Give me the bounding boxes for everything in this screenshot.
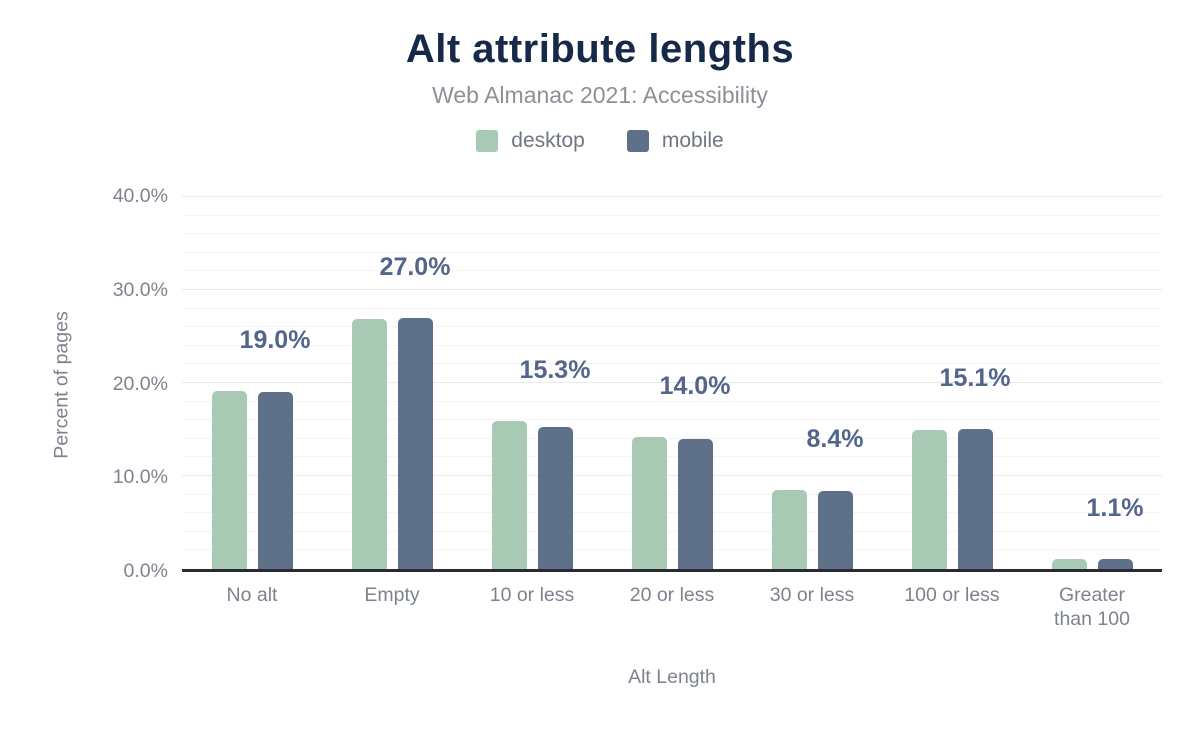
gridline-minor [182,344,1162,346]
x-axis-labels: No alt Empty 10 or less 20 or less 30 or les… [182,572,1162,632]
x-label-4: 20 or less [602,584,742,632]
gridline-minor [182,233,1162,235]
gridline-minor [182,512,1162,514]
x-label-text: Empty [364,584,420,606]
bar-group-3: 15.3% [462,197,602,569]
bar-mobile [257,392,293,569]
data-label-3: 15.3% [519,356,591,385]
gridline-minor [182,493,1162,495]
gridline-minor [182,437,1162,439]
bar-group-4: 14.0% [602,197,742,569]
legend-swatch-desktop [476,130,499,152]
bar-group-7: 1.1% [1022,197,1162,569]
chart-subtitle: Web Almanac 2021: Accessibility [432,82,768,108]
bar-group-1: 19.0% [182,197,322,569]
gridline-major-20 [182,382,1162,383]
x-label-text: 30 or less [769,584,855,606]
bar-mobile [1097,558,1133,569]
bar-desktop [491,421,527,569]
bar-desktop [351,318,387,569]
y-axis-title-cell: Percent of pages [38,197,86,572]
y-tick-40: 40.0% [112,185,168,207]
legend-label-desktop: desktop [511,129,585,152]
gridline-minor [182,456,1162,458]
x-label-text: 20 or less [629,584,715,606]
gridline-major-30 [182,289,1162,290]
gridline-minor [182,270,1162,272]
legend: desktop mobile [38,129,1162,153]
gridline-minor [182,400,1162,402]
x-label-text: 100 or less [904,584,1000,606]
bar-desktop [211,391,247,569]
gridline-major-40 [182,196,1162,197]
bar-group-6: 15.1% [882,197,1022,569]
y-tick-10: 10.0% [112,466,168,489]
gridline-minor [182,419,1162,421]
bar-mobile [677,438,713,569]
x-label-1: No alt [182,584,322,632]
y-tick-0: 0.0% [123,560,168,582]
x-label-3: 10 or less [462,584,602,632]
data-label-2: 27.0% [379,252,451,281]
y-tick-30: 30.0% [112,278,168,301]
bar-desktop [771,489,807,569]
y-tick-20: 20.0% [112,372,168,395]
x-label-text: 10 or less [489,584,575,606]
bar-desktop [1051,558,1087,569]
gridline-minor [182,251,1162,253]
x-label-7: Greater than 100 [1022,584,1162,632]
data-label-7: 1.1% [1086,493,1144,522]
bar-mobile [957,428,993,569]
bar-group-2: 27.0% [322,197,462,569]
bar-mobile [397,317,433,569]
bar-mobile [817,490,853,569]
y-axis-title: Percent of pages [50,310,73,459]
legend-item-desktop: desktop [476,129,585,153]
x-label-5: 30 or less [742,584,882,632]
plot-area: 19.0% 27.0% 15.3% 14.0% 8.4% 15.1% 1.1% [182,196,1162,572]
gridline-minor [182,549,1162,551]
data-label-1: 19.0% [239,326,311,355]
gridline-minor [182,307,1162,309]
legend-item-mobile: mobile [626,129,724,153]
gridline-minor [182,530,1162,532]
legend-label-mobile: mobile [661,129,724,152]
bar-desktop [631,436,667,569]
bar-mobile [537,426,573,569]
plot-grid: Percent of pages 0.0% 10.0% 20.0% 30.0% 40.0… [38,185,1162,689]
y-axis-ticks: 0.0% 10.0% 20.0% 30.0% 40.0% [86,185,182,582]
chart-title: Alt attribute lengths [405,27,795,71]
x-label-2: Empty [322,584,462,632]
x-label-text: Greater than 100 [1054,584,1130,630]
x-label-text: No alt [226,584,278,606]
data-label-5: 8.4% [806,424,864,453]
data-label-4: 14.0% [659,371,731,400]
gridline-major-10 [182,475,1162,476]
data-label-6: 15.1% [939,363,1011,392]
gridline-minor [182,326,1162,328]
bar-desktop [911,430,947,569]
legend-swatch-mobile [626,130,649,152]
bar-group-5: 8.4% [742,197,882,569]
bar-groups: 19.0% 27.0% 15.3% 14.0% 8.4% 15.1% 1.1% [182,197,1162,569]
x-label-6: 100 or less [882,584,1022,632]
gridline-minor [182,214,1162,216]
x-axis-title: Alt Length [628,665,716,688]
gridline-minor [182,363,1162,365]
